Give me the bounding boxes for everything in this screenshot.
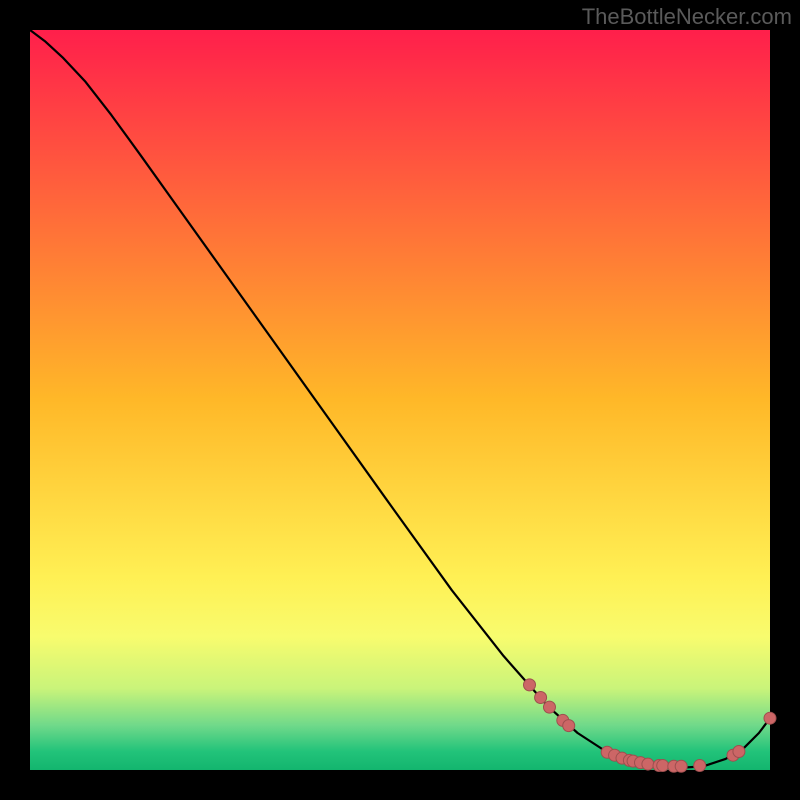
curve-marker: [535, 691, 547, 703]
curve-marker: [657, 760, 669, 772]
gradient-background: [30, 30, 770, 770]
curve-marker: [563, 720, 575, 732]
curve-marker: [694, 760, 706, 772]
curve-marker: [524, 679, 536, 691]
curve-marker: [675, 760, 687, 772]
bottleneck-chart: [0, 0, 800, 800]
curve-marker: [642, 758, 654, 770]
watermark-text: TheBottleNecker.com: [582, 4, 792, 30]
curve-marker: [543, 701, 555, 713]
curve-marker: [764, 712, 776, 724]
curve-marker: [733, 746, 745, 758]
